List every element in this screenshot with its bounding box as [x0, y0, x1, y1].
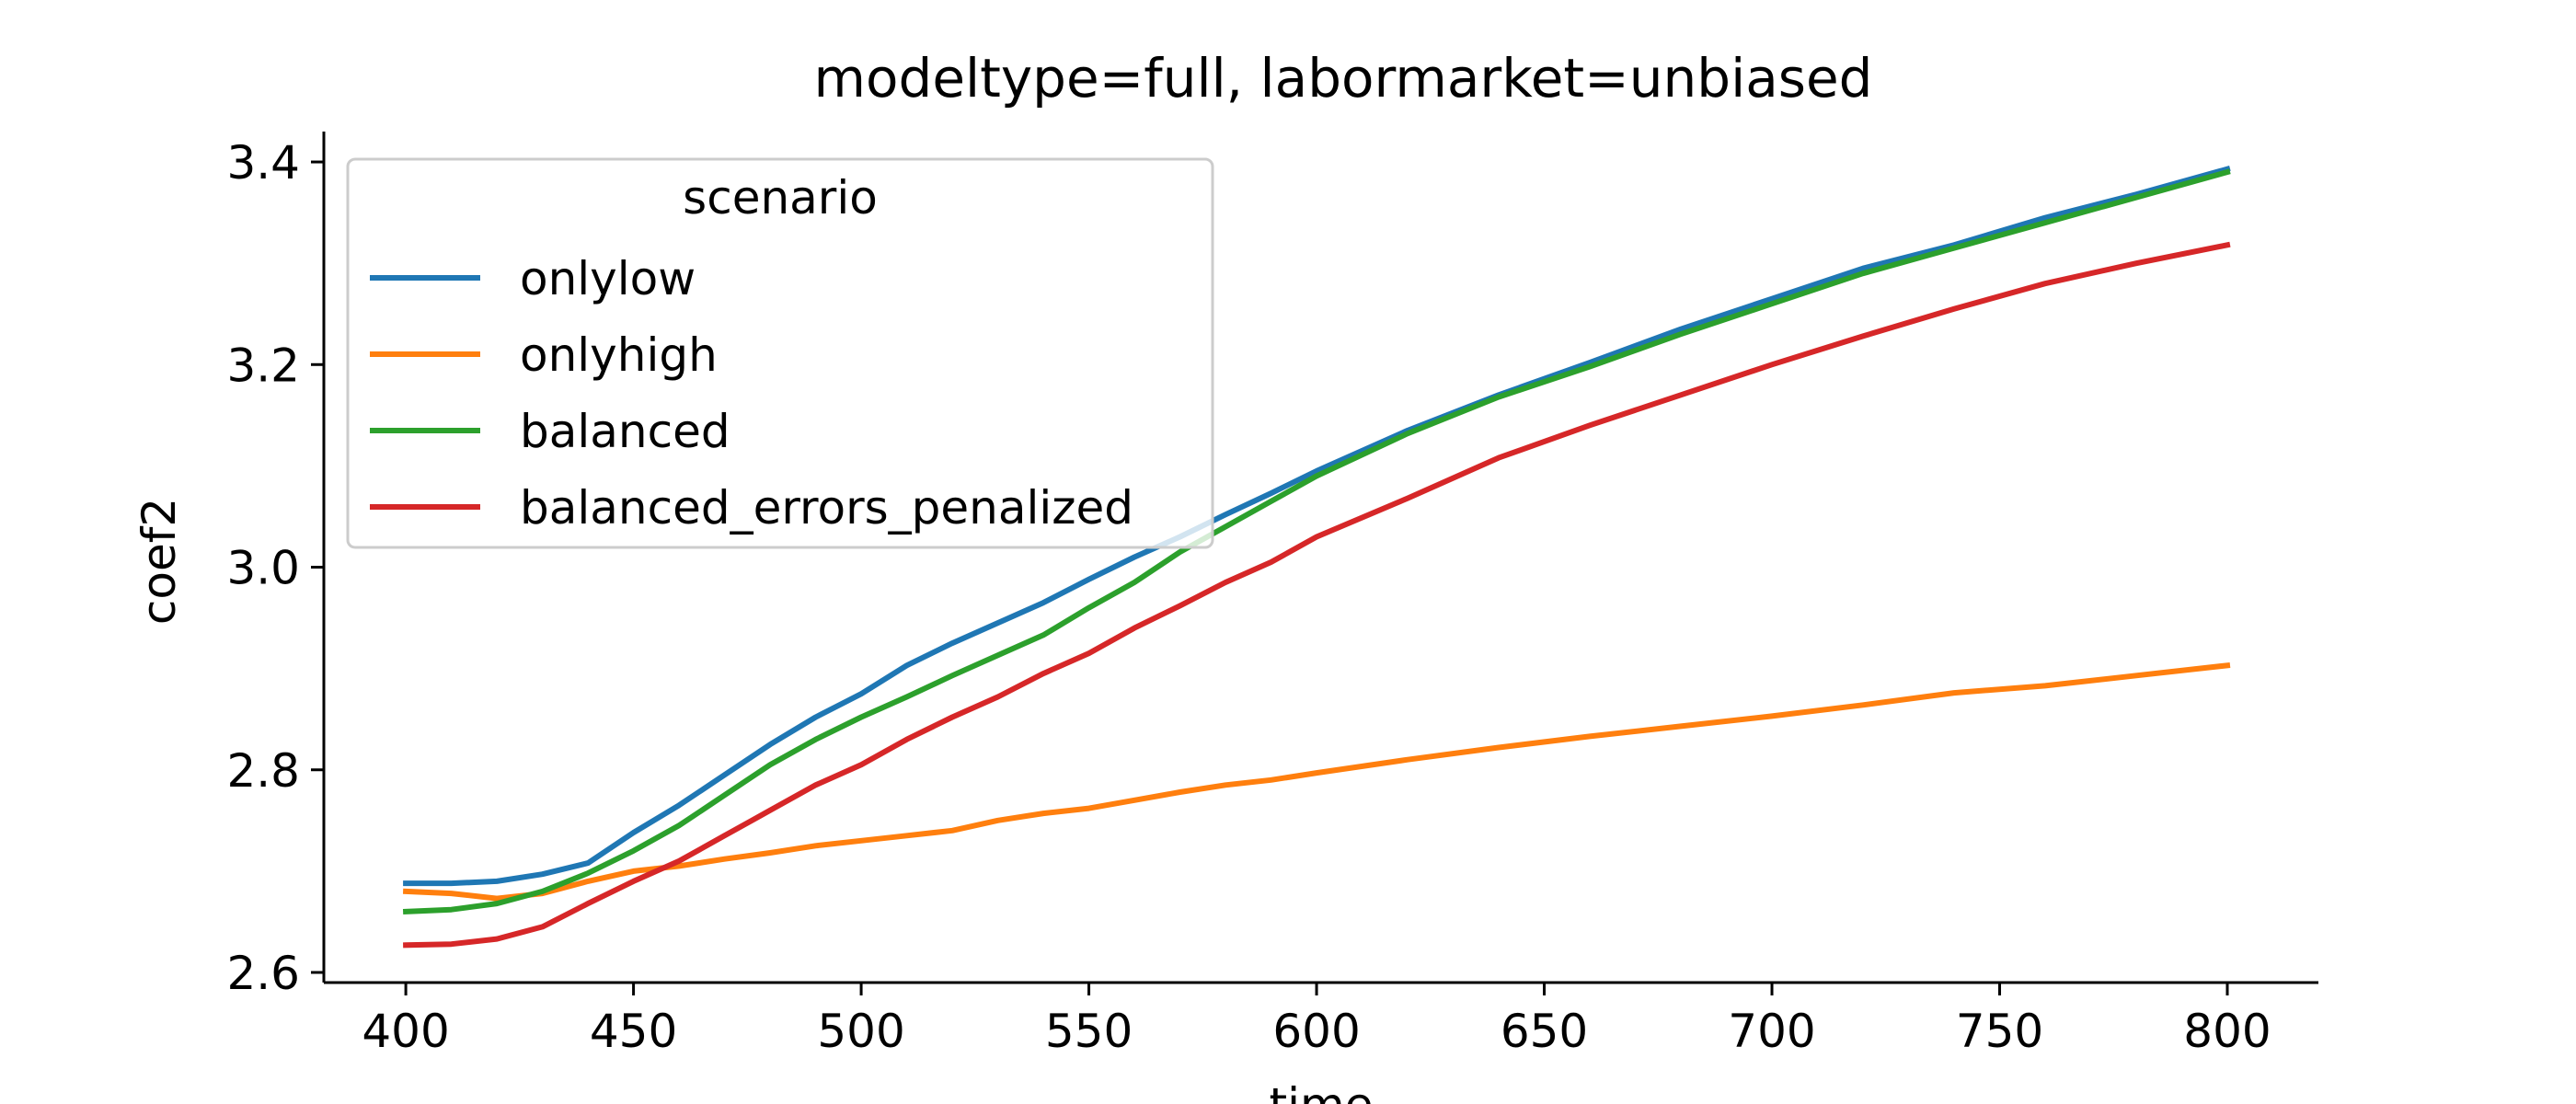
- legend-label-onlyhigh: onlyhigh: [520, 328, 718, 382]
- x-tick-label: 650: [1501, 1005, 1588, 1058]
- series-line-balanced-errors-penalized: [403, 241, 2231, 949]
- series-line-balanced: [402, 168, 2231, 915]
- legend-frame: [346, 157, 1214, 549]
- x-tick-label: 400: [362, 1005, 449, 1058]
- plot-area: [402, 166, 2231, 949]
- x-axis-label: time: [1270, 1078, 1374, 1104]
- x-ticks: 400 450 500 550 600 650 700 750 800: [362, 983, 2271, 1058]
- x-tick-label: 600: [1272, 1005, 1360, 1058]
- x-tick-label: 800: [2183, 1005, 2271, 1058]
- y-axis-label: coef2: [132, 498, 186, 625]
- x-tick-label: 750: [1956, 1005, 2043, 1058]
- series-line-onlylow: [403, 166, 2231, 887]
- legend-label-onlylow: onlylow: [520, 252, 696, 305]
- x-tick-label: 550: [1045, 1005, 1133, 1058]
- series-line-onlyhigh: [402, 661, 2231, 902]
- legend-entries: onlylow onlyhigh balanced balanced_errors_p…: [370, 252, 1133, 535]
- legend-label-balanced: balanced: [520, 405, 730, 458]
- legend-label-balanced-errors-penalized: balanced_errors_penalized: [520, 481, 1133, 535]
- y-tick-label: 3.2: [226, 339, 300, 392]
- legend: scenario onlylow onlyhigh balanced balanced…: [346, 157, 1214, 549]
- y-tick-label: 2.6: [226, 947, 300, 1000]
- chart-title: modeltype=full, labormarket=unbiased: [814, 47, 1873, 109]
- x-tick-label: 500: [817, 1005, 904, 1058]
- x-tick-label: 700: [1728, 1005, 1815, 1058]
- x-tick-label: 450: [590, 1005, 677, 1058]
- y-tick-label: 3.0: [226, 542, 300, 595]
- y-ticks: 2.6 2.8 3.0 3.2 3.4: [226, 136, 324, 1000]
- y-tick-label: 2.8: [226, 744, 300, 798]
- legend-title: scenario: [683, 171, 878, 224]
- y-tick-label: 3.4: [226, 136, 300, 190]
